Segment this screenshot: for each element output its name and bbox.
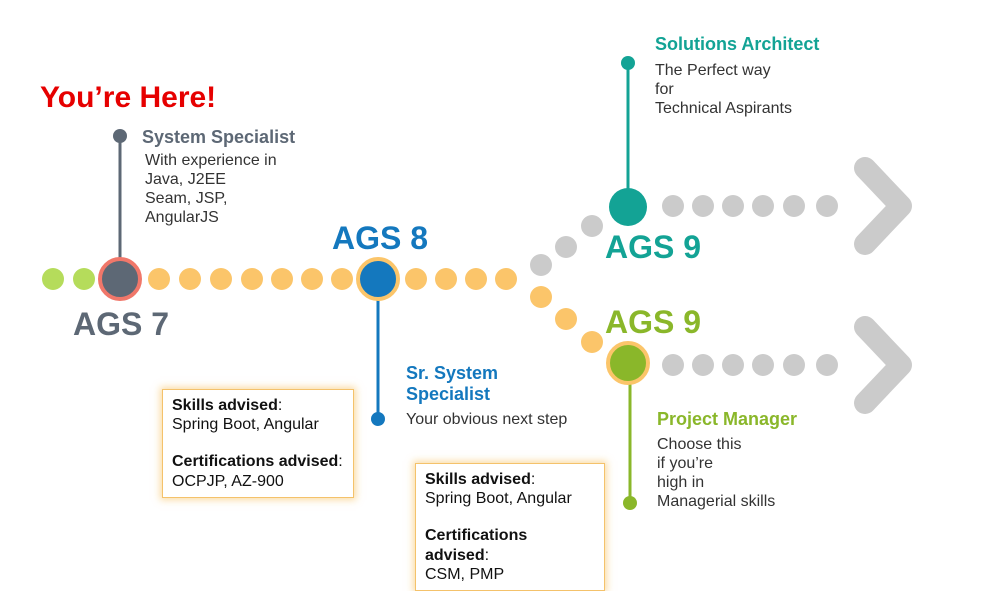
track-dot <box>495 268 517 290</box>
track-dot <box>435 268 457 290</box>
track-dot <box>301 268 323 290</box>
advice-box-ags9-manager: Skills advised: Spring Boot, Angular Cer… <box>415 463 605 591</box>
ags8-description: Your obvious next step <box>406 411 568 428</box>
track-dot <box>241 268 263 290</box>
ags7-description: With experience in Java, J2EE Seam, JSP,… <box>145 152 277 226</box>
certs-value: CSM, PMP <box>425 565 505 583</box>
track-dot <box>405 268 427 290</box>
ags9-manager-node <box>606 341 650 385</box>
track-dot-start <box>73 268 95 290</box>
certs-label: Certifications advised <box>425 527 528 564</box>
skills-label: Skills advised <box>172 397 278 414</box>
track-dot-start <box>42 268 64 290</box>
architect-title: Solutions Architect <box>655 34 820 54</box>
manager-ags-label: AGS 9 <box>605 304 702 340</box>
track-dot <box>179 268 201 290</box>
arrow-track-dot <box>816 195 838 217</box>
track-dot <box>271 268 293 290</box>
ags7-stem-dot <box>113 129 127 143</box>
arrow-track-dot <box>816 354 838 376</box>
branch-down-dot <box>530 286 552 308</box>
ags7-title: System Specialist <box>142 127 296 147</box>
branch-down-dot <box>555 308 577 330</box>
advice-box-ags8: Skills advised: Spring Boot, Angular Cer… <box>162 389 354 498</box>
track-dot <box>148 268 170 290</box>
branch-up-dot <box>555 236 577 258</box>
arrow-track-dot <box>692 354 714 376</box>
arrow-track-dot <box>783 195 805 217</box>
branch-down-dot <box>581 331 603 353</box>
arrow-track-dot <box>752 354 774 376</box>
architect-ags-label: AGS 9 <box>605 229 702 265</box>
arrow-track-dot <box>692 195 714 217</box>
ags8-node <box>356 257 400 301</box>
chevron-right-icon <box>854 316 912 414</box>
skills-label: Skills advised <box>425 471 531 488</box>
certs-label: Certifications advised <box>172 453 339 471</box>
track-dot <box>465 268 487 290</box>
branch-up-dot <box>581 215 603 237</box>
ags8-stem-dot <box>371 412 385 426</box>
manager-stem-dot <box>623 496 637 510</box>
arrow-track-dot <box>783 354 805 376</box>
arrow-track-dot <box>722 195 744 217</box>
branch-up-dot <box>530 254 552 276</box>
arrow-track-dot <box>662 195 684 217</box>
architect-description: The Perfect way for Technical Aspirants <box>655 62 792 117</box>
ags9-architect-node <box>609 188 647 226</box>
architect-stem-dot <box>621 56 635 70</box>
ags8-label: AGS 8 <box>332 220 429 256</box>
skills-value: Spring Boot, Angular <box>425 490 572 508</box>
arrow-track-dot <box>722 354 744 376</box>
arrow-track-dot <box>662 354 684 376</box>
manager-description: Choose this if you’re high in Managerial… <box>657 436 776 510</box>
certs-value: OCPJP, AZ-900 <box>172 472 284 490</box>
ags7-node <box>98 257 142 301</box>
track-dot <box>210 268 232 290</box>
track-dot <box>331 268 353 290</box>
ags8-title: Sr. System Specialist <box>406 363 499 405</box>
chevron-right-icon <box>854 157 912 255</box>
ags7-label: AGS 7 <box>73 306 170 342</box>
you-are-here-label: You’re Here! <box>40 81 217 114</box>
skills-value: Spring Boot, Angular <box>172 416 319 434</box>
arrow-track-dot <box>752 195 774 217</box>
manager-title: Project Manager <box>657 409 798 429</box>
